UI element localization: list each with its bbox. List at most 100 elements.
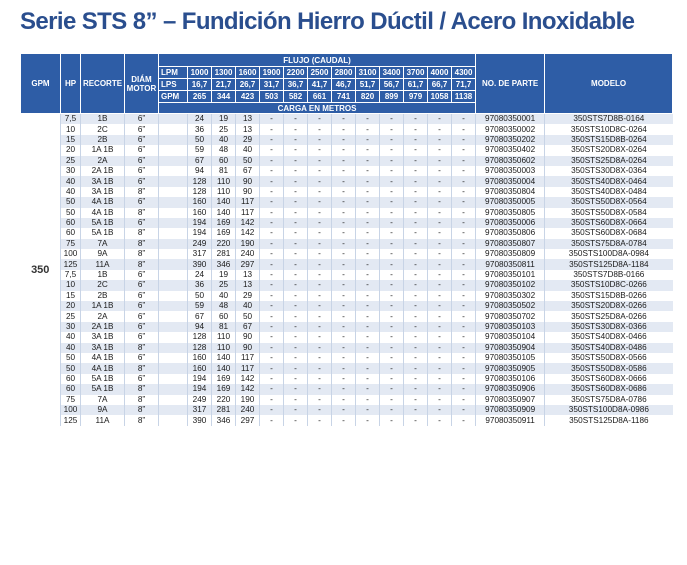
head-cell: - [355, 134, 380, 146]
head-cell: - [379, 290, 404, 302]
head-cell: - [379, 311, 404, 322]
head-cell: 90 [235, 186, 260, 198]
head-cell: 297 [235, 415, 260, 426]
table-row: 60 5A 1B 8” 194 169 142- - - - - - - - -97080350906 35… [21, 384, 673, 395]
head-cell: - [259, 342, 284, 353]
model-cell: 350STS50D8X-0564 [544, 197, 673, 208]
gpm-flow-value: 741 [331, 90, 356, 103]
head-cell: - [450, 280, 476, 291]
label-spacer-cell [158, 269, 188, 281]
head-cell: 194 [187, 217, 212, 229]
head-cell: - [379, 145, 404, 156]
label-spacer-cell [158, 321, 188, 333]
diam-motor-cell: 6” [124, 301, 159, 312]
head-cell: - [450, 394, 476, 405]
head-cell: - [355, 249, 380, 260]
head-cell: 220 [211, 394, 236, 405]
model-cell: 350STS40D8X-0466 [544, 332, 673, 343]
head-cell: 281 [211, 404, 236, 416]
part-number-cell: 97080350202 [475, 134, 545, 146]
head-cell: 40 [235, 301, 260, 312]
head-cell: 81 [211, 321, 236, 333]
head-cell: - [379, 186, 404, 198]
head-cell: - [450, 415, 476, 426]
head-cell: - [259, 165, 284, 177]
diam-motor-cell: 8” [124, 259, 159, 270]
head-cell: 140 [211, 363, 236, 374]
head-cell: - [283, 186, 308, 198]
label-spacer-cell [158, 238, 188, 250]
recorte-cell: 4A 1B [80, 363, 125, 374]
recorte-cell: 3A 1B [80, 186, 125, 198]
diam-motor-cell: 6” [124, 113, 159, 125]
recorte-cell: 1B [80, 113, 125, 125]
hp-cell: 50 [60, 363, 81, 374]
head-cell: - [259, 197, 284, 208]
head-cell: - [355, 197, 380, 208]
head-cell: - [427, 290, 452, 302]
head-cell: - [331, 394, 356, 405]
hp-cell: 20 [60, 145, 81, 156]
label-spacer-cell [158, 176, 188, 187]
diam-motor-cell: 6” [124, 217, 159, 229]
head-cell: - [403, 311, 428, 322]
hp-cell: 40 [60, 332, 81, 343]
head-cell: - [259, 207, 284, 218]
table-row: 50 4A 1B 8” 160 140 117- - - - - - - - -97080350805 35… [21, 207, 673, 218]
head-cell: 128 [187, 176, 212, 187]
head-cell: 169 [211, 228, 236, 239]
head-cell: - [379, 384, 404, 395]
label-spacer-cell [158, 186, 188, 198]
head-cell: - [450, 363, 476, 374]
part-number-cell: 97080350909 [475, 404, 545, 416]
head-cell: - [283, 280, 308, 291]
label-spacer-cell [158, 311, 188, 322]
lpm-label: LPM [158, 66, 188, 79]
head-cell: - [403, 197, 428, 208]
table-row: 40 3A 1B 6” 128 110 90- - - - - - - - -97080350104 350… [21, 332, 673, 343]
label-spacer-cell [158, 197, 188, 208]
hp-cell: 75 [60, 238, 81, 250]
label-spacer-cell [158, 155, 188, 166]
head-cell: - [355, 155, 380, 166]
label-spacer-cell [158, 249, 188, 260]
model-cell: 350STS125D8A-1184 [544, 259, 673, 270]
head-cell: - [283, 228, 308, 239]
head-cell: - [427, 311, 452, 322]
head-cell: - [355, 238, 380, 250]
head-cell: 194 [187, 373, 212, 385]
model-cell: 350STS75D8A-0784 [544, 238, 673, 250]
head-cell: 13 [235, 269, 260, 281]
recorte-cell: 5A 1B [80, 384, 125, 395]
label-spacer-cell [158, 207, 188, 218]
table-row: 50 4A 1B 8” 160 140 117- - - - - - - - -97080350905 35… [21, 363, 673, 374]
table-row: 60 5A 1B 6” 194 169 142- - - - - - - - -97080350106 35… [21, 373, 673, 385]
head-cell: - [403, 145, 428, 156]
head-cell: - [403, 259, 428, 270]
label-spacer-cell [158, 113, 188, 125]
head-cell: - [283, 259, 308, 270]
head-cell: 94 [187, 321, 212, 333]
hp-cell: 125 [60, 259, 81, 270]
head-cell: - [427, 217, 452, 229]
head-cell: - [403, 280, 428, 291]
head-cell: - [283, 311, 308, 322]
head-cell: - [379, 280, 404, 291]
model-cell: 350STS7D8B-0166 [544, 269, 673, 281]
head-cell: - [331, 165, 356, 177]
head-cell: 142 [235, 228, 260, 239]
lps-value: 66,7 [427, 78, 452, 91]
head-cell: - [427, 404, 452, 416]
part-number-cell: 97080350811 [475, 259, 545, 270]
head-cell: 117 [235, 363, 260, 374]
head-cell: - [331, 197, 356, 208]
head-cell: - [355, 404, 380, 416]
head-cell: - [403, 321, 428, 333]
table-row: 25 2A 6” 67 60 50- - - - - - - - -97080350602 350STS25… [21, 155, 673, 166]
model-cell: 350STS50D8X-0586 [544, 363, 673, 374]
head-cell: - [307, 332, 332, 343]
label-spacer-cell [158, 415, 188, 426]
part-number-cell: 97080350907 [475, 394, 545, 405]
head-cell: 220 [211, 238, 236, 250]
part-number-cell: 97080350502 [475, 301, 545, 312]
